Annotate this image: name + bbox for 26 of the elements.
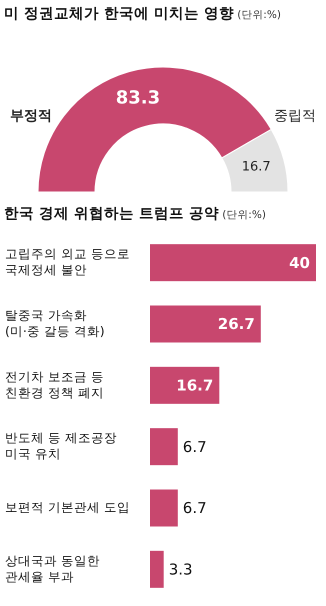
data-label: 6.7	[182, 438, 207, 456]
data-label: 6.7	[182, 499, 207, 518]
y-tick-label: 반도체 등 제조공장 미국 유치	[5, 430, 117, 462]
data-label: 83.3	[116, 88, 160, 109]
y-tick-label: 고립주의 외교 등으로 국제정세 불안	[5, 246, 130, 278]
data-label: 16.7	[176, 376, 214, 394]
bar	[150, 366, 220, 404]
slice-label: 중립적	[274, 108, 316, 124]
bar	[150, 244, 316, 282]
bar	[150, 550, 164, 588]
chart-title: 한국 경제 위협하는 트럼프 공약	[4, 206, 220, 222]
y-tick-label: 탈중국 가속화 (미·중 갈등 격화)	[5, 307, 105, 338]
chart-subtitle: (단위:%)	[237, 9, 281, 21]
data-label: 26.7	[218, 315, 255, 334]
bar	[150, 490, 178, 526]
bar	[150, 306, 261, 342]
data-label: 16.7	[242, 160, 271, 175]
slice-label: 부정적	[10, 108, 52, 124]
y-tick-label: 보편적 기본관세 도입	[5, 499, 130, 514]
y-tick-label: 전기차 보조금 등 친환경 정책 폐지	[5, 368, 104, 400]
y-tick-label: 상대국과 동일한 관세율 부과	[5, 552, 100, 584]
data-label: 40	[289, 254, 310, 272]
data-label: 3.3	[168, 560, 193, 578]
chart-title: 미 정권교체가 한국에 미치는 영향	[4, 6, 234, 22]
chart-subtitle: (단위:%)	[222, 209, 266, 221]
bar	[150, 428, 178, 466]
